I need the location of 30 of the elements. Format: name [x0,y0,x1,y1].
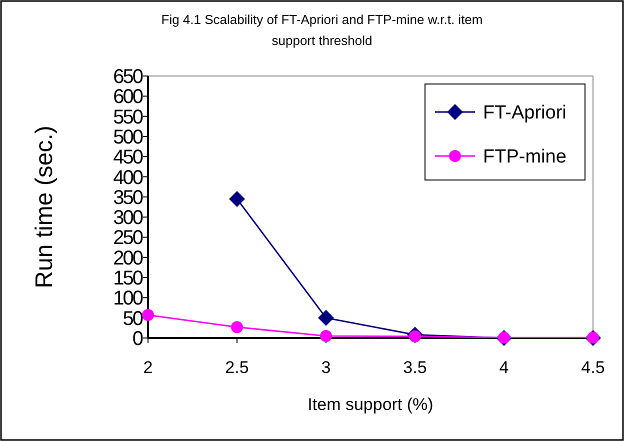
y-tick-label: 650 [113,66,144,88]
x-tick-label: 3.5 [403,358,427,377]
y-tick-label: 500 [113,126,144,148]
legend-label: FT-Apriori [483,102,566,124]
point [231,321,243,334]
x-tick-label: 4 [499,358,509,377]
y-tick-label: 250 [113,227,144,250]
x-tick-label: 3 [321,358,331,377]
x-tick-label: 4.5 [581,358,605,377]
point [229,190,245,207]
y-axis-title: Run time (sec.) [31,126,58,288]
y-tick-label: 150 [113,268,144,290]
y-tick-label: 600 [113,86,144,108]
x-tick-label: 2.5 [225,358,249,377]
y-tick-label: 0 [132,328,144,350]
y-tick-label: 550 [113,106,144,128]
point [142,309,154,322]
y-tick-label: 300 [113,207,144,230]
point [320,330,332,342]
y-tick-label: 200 [113,247,144,270]
y-tick-label: 450 [113,146,144,169]
x-tick-label: 2 [143,358,153,377]
x-axis-title: Item support (%) [308,395,434,414]
y-tick-label: 100 [113,288,144,310]
y-tick-label: 350 [113,186,144,209]
chart-title: Fig 4.1 Scalability of FT-Apriori and FTP-mine w.r.t. item support threshold [161,12,483,48]
legend-label: FTP-mine [483,146,566,168]
point [318,310,334,326]
y-tick-label: 50 [122,308,144,330]
y-tick-label: 400 [113,166,144,189]
